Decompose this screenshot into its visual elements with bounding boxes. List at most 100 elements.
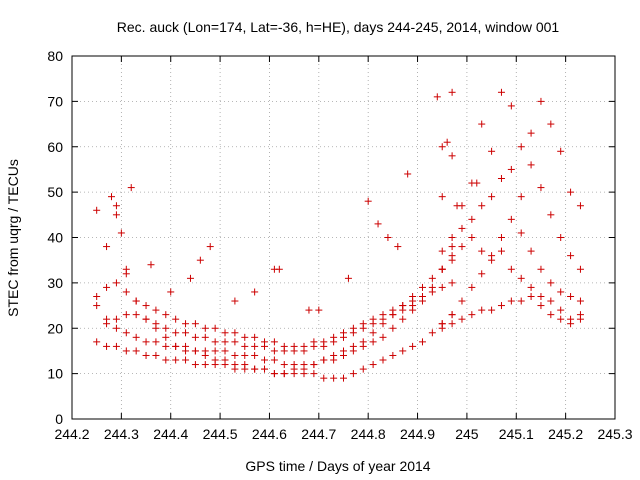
data-point <box>211 347 219 355</box>
data-point <box>103 320 111 328</box>
data-point <box>478 247 486 255</box>
data-point <box>186 274 194 282</box>
data-point <box>231 338 239 346</box>
data-point <box>221 329 229 337</box>
data-point <box>507 215 515 223</box>
data-point <box>270 338 278 346</box>
data-point <box>409 302 417 310</box>
data-point <box>211 324 219 332</box>
data-point <box>448 88 456 96</box>
data-point <box>369 361 377 369</box>
y-tick-label: 0 <box>55 411 63 427</box>
data-point <box>433 93 441 101</box>
data-point <box>547 211 555 219</box>
y-tick-label: 10 <box>47 366 63 382</box>
x-tick-label: 244.9 <box>400 426 435 442</box>
data-point <box>576 311 584 319</box>
y-tick-label: 70 <box>47 93 63 109</box>
data-point <box>399 306 407 314</box>
y-tick-label: 50 <box>47 184 63 200</box>
data-point <box>201 361 209 369</box>
data-point <box>290 347 298 355</box>
data-point <box>305 306 313 314</box>
x-tick-label: 245.2 <box>548 426 583 442</box>
data-point <box>547 120 555 128</box>
data-point <box>418 292 426 300</box>
data-point <box>478 202 486 210</box>
data-point <box>404 170 412 178</box>
data-point <box>379 315 387 323</box>
data-point <box>428 288 436 296</box>
data-point <box>488 256 496 264</box>
data-point <box>517 274 525 282</box>
data-point <box>537 265 545 273</box>
x-tick-label: 244.5 <box>203 426 238 442</box>
data-point <box>172 356 180 364</box>
data-point <box>261 342 269 350</box>
data-point <box>142 338 150 346</box>
data-point <box>310 361 318 369</box>
data-point <box>122 288 130 296</box>
data-point <box>517 297 525 305</box>
data-point <box>127 184 135 192</box>
data-point <box>196 256 204 264</box>
data-point <box>231 297 239 305</box>
data-point <box>399 315 407 323</box>
data-point <box>478 120 486 128</box>
data-point <box>182 320 190 328</box>
data-point <box>497 175 505 183</box>
data-point <box>330 338 338 346</box>
data-point <box>438 143 446 151</box>
data-point <box>280 347 288 355</box>
data-point <box>517 193 525 201</box>
data-point <box>458 297 466 305</box>
data-point <box>191 361 199 369</box>
data-point <box>182 329 190 337</box>
data-point <box>557 234 565 241</box>
data-point <box>507 102 515 110</box>
data-point <box>448 252 456 260</box>
data-point <box>112 211 120 219</box>
data-point <box>443 138 451 146</box>
data-point <box>448 243 456 251</box>
data-point <box>142 315 150 323</box>
data-point <box>310 370 318 378</box>
data-point <box>270 356 278 364</box>
data-point <box>280 361 288 369</box>
x-tick-label: 244.2 <box>54 426 89 442</box>
data-point <box>340 333 347 341</box>
data-point <box>448 234 456 241</box>
data-point <box>547 279 555 287</box>
data-point <box>497 88 505 96</box>
data-point <box>349 370 357 378</box>
data-point <box>107 193 115 201</box>
y-tick-label: 40 <box>47 230 63 246</box>
data-point <box>359 338 367 346</box>
data-point <box>418 283 426 291</box>
y-axis-label: STEC from uqrg / TECUs <box>5 159 21 317</box>
data-point <box>458 315 466 323</box>
data-point <box>478 270 486 278</box>
data-point <box>270 347 278 355</box>
data-point <box>517 143 525 151</box>
data-point <box>428 329 436 337</box>
data-point <box>93 338 101 346</box>
data-point <box>438 283 446 291</box>
data-point <box>557 315 565 323</box>
data-point <box>537 302 545 310</box>
data-point <box>162 342 170 350</box>
data-point <box>142 351 150 359</box>
data-point <box>152 351 160 359</box>
data-point <box>310 342 318 350</box>
data-point <box>122 311 130 319</box>
data-point <box>132 297 140 305</box>
data-point <box>330 351 338 359</box>
axes: 244.2 244.3 244.4 244.5 244.6 244.7 244.8 244.9… <box>47 48 632 442</box>
data-point <box>438 324 446 332</box>
data-point <box>527 161 535 169</box>
y-tick-label: 60 <box>47 139 63 155</box>
data-point <box>488 147 496 155</box>
data-point <box>468 234 476 241</box>
data-point <box>537 97 545 105</box>
